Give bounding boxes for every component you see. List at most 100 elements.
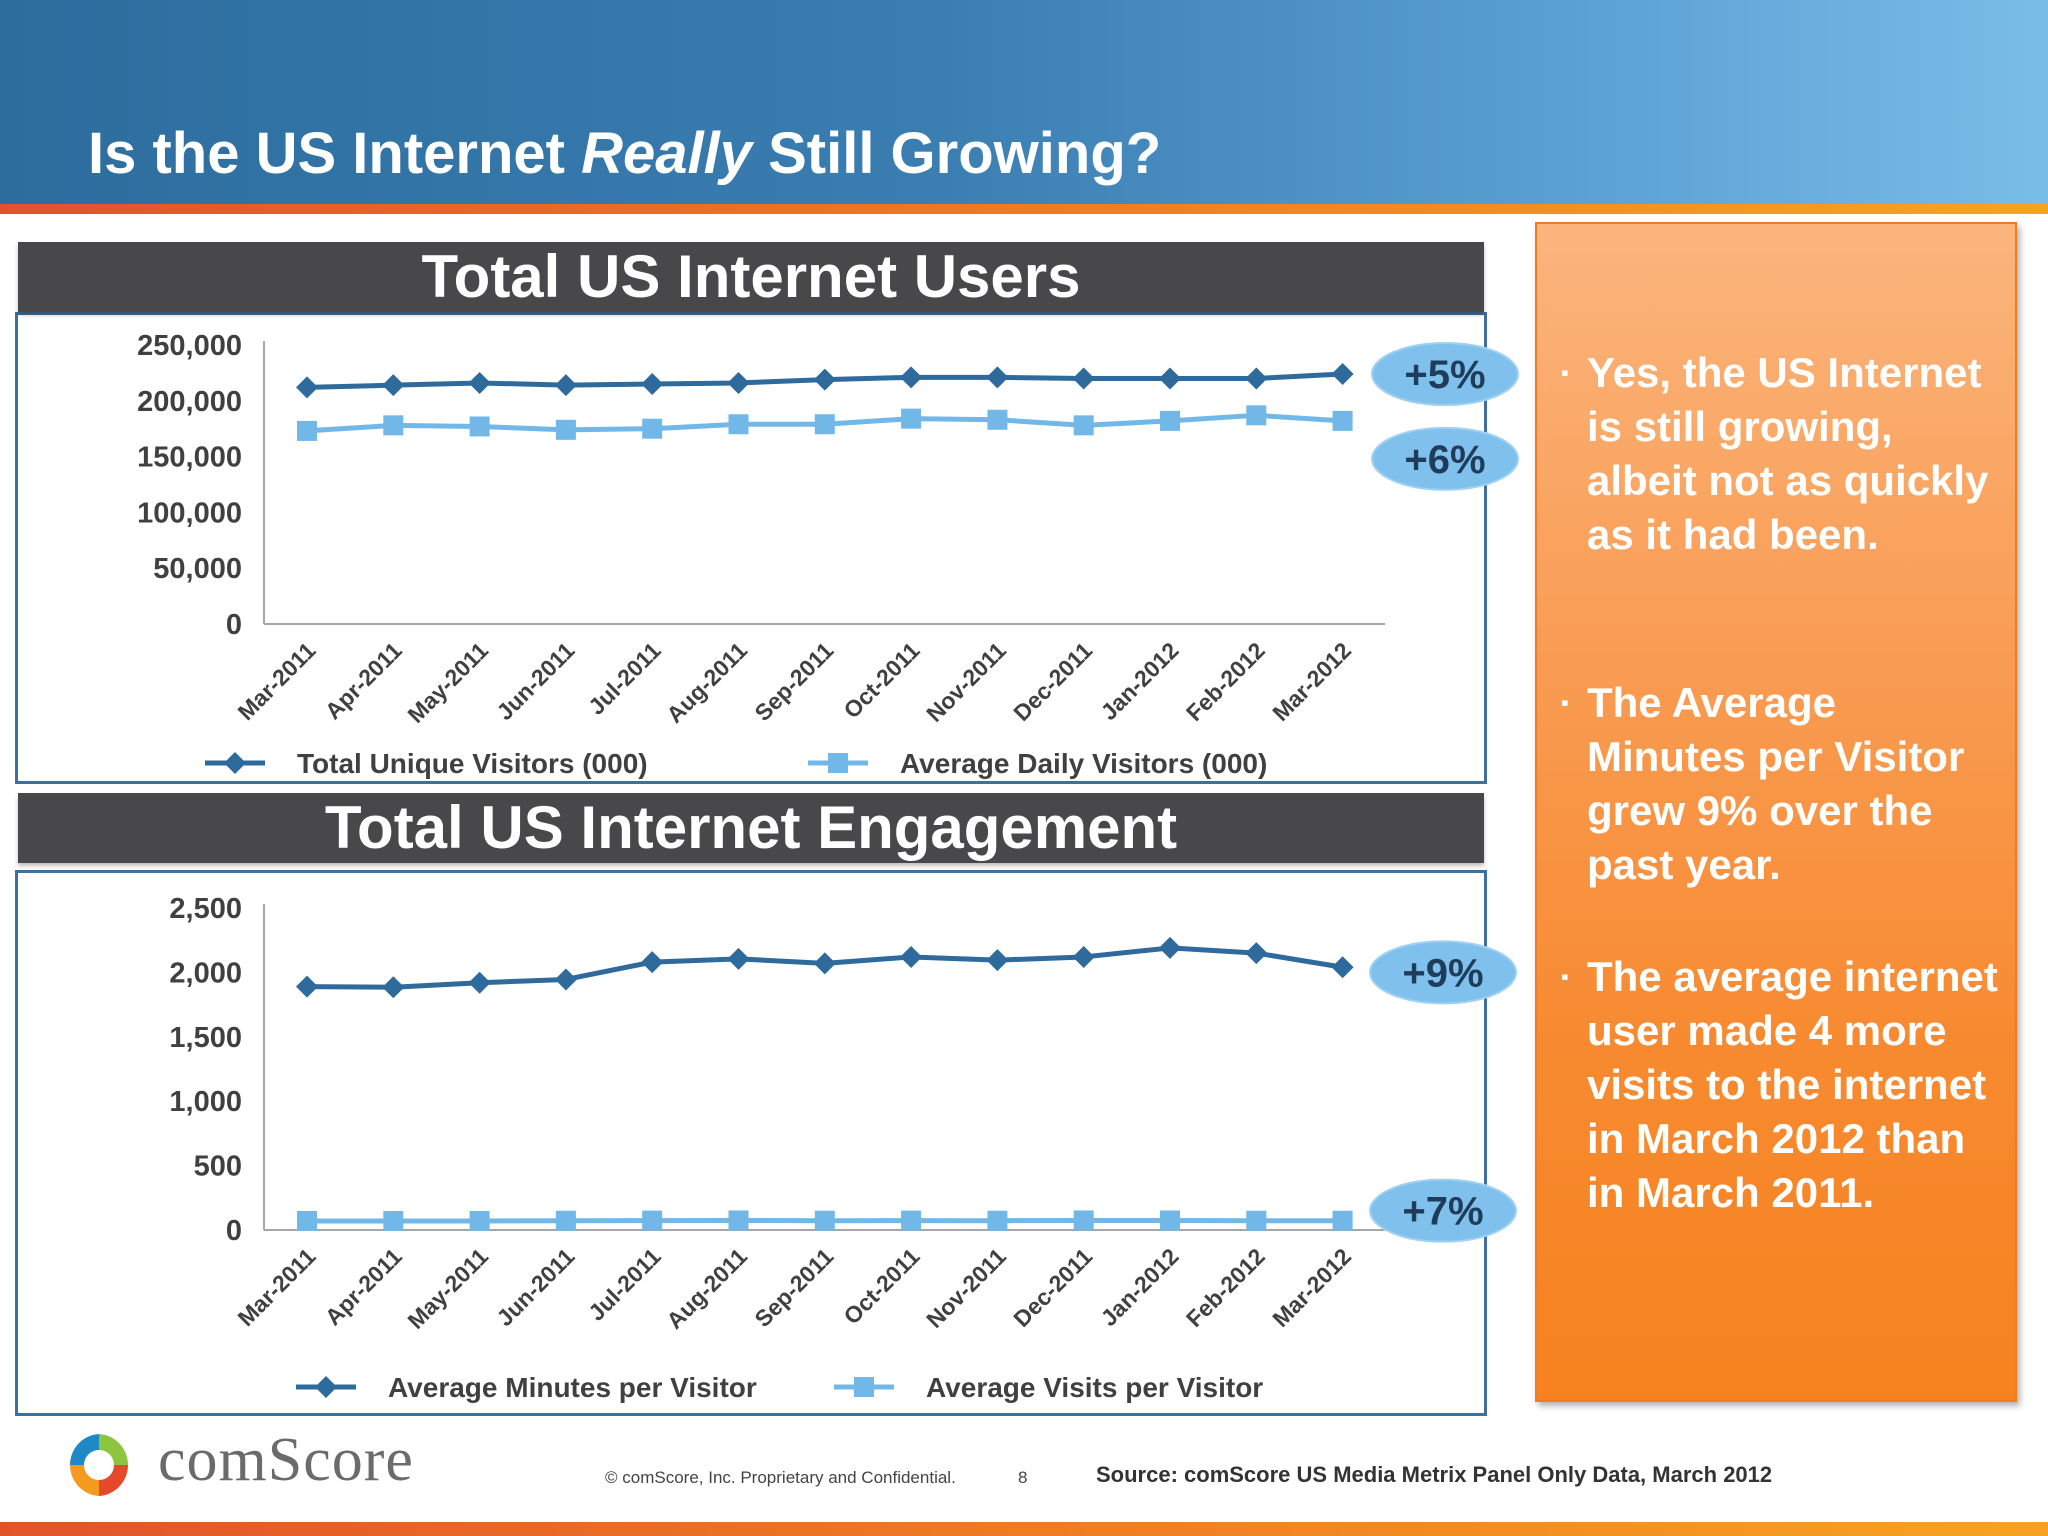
y-tick-label: 150,000 [137, 442, 242, 474]
y-tick-label: 2,500 [169, 893, 242, 925]
data-point-square [1246, 1210, 1267, 1231]
data-point-diamond [296, 975, 318, 998]
growth-callout-bubble [1371, 342, 1519, 407]
data-point-diamond [1331, 363, 1354, 386]
y-tick-label: 1,000 [169, 1086, 242, 1118]
data-point-square [469, 416, 490, 437]
x-tick-label: Jul-2011 [583, 1243, 666, 1326]
x-tick-label: Jun-2011 [491, 1243, 579, 1331]
takeaway-2: ▪ The Average Minutes per Visitor grew 9… [1561, 676, 2001, 892]
bullet-square-icon: ▪ [1561, 690, 1569, 715]
data-point-square [1332, 1210, 1353, 1231]
header-accent-stripe [0, 204, 2048, 214]
growth-callout-label: +9% [1402, 951, 1483, 995]
data-point-square [642, 1210, 663, 1231]
footer-accent-stripe [0, 1522, 2048, 1536]
takeaway-1-text: Yes, the US Internet is still growing, a… [1587, 349, 1989, 558]
users-chart: 050,000100,000150,000200,000250,000Mar-2… [137, 330, 1519, 779]
page-number: 8 [1018, 1468, 1028, 1487]
title-emphasis: Really [581, 121, 752, 186]
data-point-square [901, 1210, 922, 1231]
data-point-diamond [727, 371, 750, 394]
data-point-square [1160, 1210, 1180, 1231]
data-point-diamond [727, 947, 750, 970]
data-point-diamond [641, 951, 664, 974]
y-tick-label: 0 [226, 1215, 242, 1247]
x-tick-label: Oct-2011 [838, 1243, 924, 1329]
data-point-diamond [554, 374, 577, 397]
takeaway-3-text: The average internet user made 4 more vi… [1587, 953, 1998, 1216]
data-point-diamond [1072, 367, 1095, 390]
slide-title: Is the US Internet Really Still Growing? [88, 120, 1161, 187]
title-part-1: Is the US Internet [88, 121, 582, 186]
data-point-square [728, 414, 749, 435]
bullet-square-icon: ▪ [1561, 964, 1569, 989]
data-point-diamond [554, 968, 577, 991]
bullet-square-icon: ▪ [1561, 360, 1569, 385]
data-point-diamond [813, 952, 836, 975]
data-point-diamond [986, 366, 1009, 389]
y-tick-label: 2,000 [169, 957, 242, 989]
data-point-square [1160, 410, 1180, 431]
data-point-diamond [641, 373, 664, 396]
x-tick-label: Mar-2011 [233, 1243, 321, 1331]
data-point-square [642, 418, 663, 439]
copyright-text: © comScore, Inc. Proprietary and Confide… [605, 1468, 956, 1487]
y-tick-label: 200,000 [137, 386, 242, 418]
x-tick-label: Dec-2011 [1008, 1243, 1097, 1332]
x-tick-label: May-2011 [402, 1243, 493, 1334]
key-takeaways-panel: ▪ Yes, the US Internet is still growing,… [1535, 222, 2017, 1402]
data-point-diamond [1331, 956, 1354, 979]
x-tick-label: Aug-2011 [661, 1243, 752, 1334]
y-tick-label: 500 [194, 1151, 242, 1183]
data-point-diamond [1159, 367, 1181, 390]
growth-callout-bubble [1371, 426, 1519, 491]
data-point-square [1073, 1210, 1094, 1231]
x-tick-label: Sep-2011 [749, 1243, 838, 1332]
comscore-logo-text: comScore [158, 1426, 414, 1494]
header-bar [0, 0, 2048, 204]
legend-marker-square [828, 753, 848, 773]
y-tick-label: 1,500 [169, 1022, 242, 1054]
x-tick-label: Jan-2012 [1096, 1243, 1184, 1331]
takeaway-2-text: The Average Minutes per Visitor grew 9% … [1587, 679, 1965, 888]
data-point-square [555, 419, 576, 440]
data-point-diamond [813, 368, 836, 391]
users-chart-title: Total US Internet Users [18, 242, 1484, 312]
growth-callout-label: +7% [1402, 1190, 1483, 1234]
data-point-square [901, 408, 922, 429]
y-tick-label: 100,000 [137, 497, 242, 529]
legend-marker-diamond [315, 1376, 337, 1398]
growth-callout-label: +5% [1404, 353, 1485, 397]
data-point-square [297, 1210, 317, 1231]
data-point-square [383, 415, 404, 436]
x-tick-label: Nov-2011 [921, 1243, 1011, 1333]
y-tick-label: 250,000 [137, 330, 242, 362]
data-point-diamond [382, 976, 405, 999]
data-point-square [1073, 415, 1094, 436]
takeaway-3: ▪ The average internet user made 4 more … [1561, 950, 2001, 1220]
legend-label: Average Daily Visitors (000) [900, 748, 1267, 779]
legend-marker-square [854, 1377, 874, 1397]
title-part-2: Still Growing? [751, 121, 1162, 186]
data-point-diamond [1072, 945, 1095, 968]
legend-marker-diamond [224, 752, 246, 774]
data-point-square [814, 1210, 835, 1231]
data-point-diamond [1245, 367, 1268, 390]
data-point-square [728, 1210, 749, 1231]
data-point-diamond [900, 366, 923, 389]
data-point-diamond [986, 949, 1009, 972]
source-note: Source: comScore US Media Metrix Panel O… [1096, 1462, 1773, 1487]
data-point-diamond [468, 971, 491, 994]
data-point-diamond [296, 376, 318, 399]
users-chart-panel [15, 312, 1487, 784]
x-tick-label: Apr-2011 [320, 1243, 407, 1330]
data-point-square [814, 414, 835, 435]
comscore-logo-icon [69, 1434, 129, 1496]
y-tick-label: 50,000 [153, 553, 242, 585]
data-point-square [469, 1210, 490, 1231]
legend-label: Average Visits per Visitor [926, 1372, 1263, 1403]
data-point-square [1246, 405, 1267, 426]
x-tick-label: Mar-2012 [1267, 1243, 1356, 1332]
takeaway-1: ▪ Yes, the US Internet is still growing,… [1561, 346, 2001, 562]
